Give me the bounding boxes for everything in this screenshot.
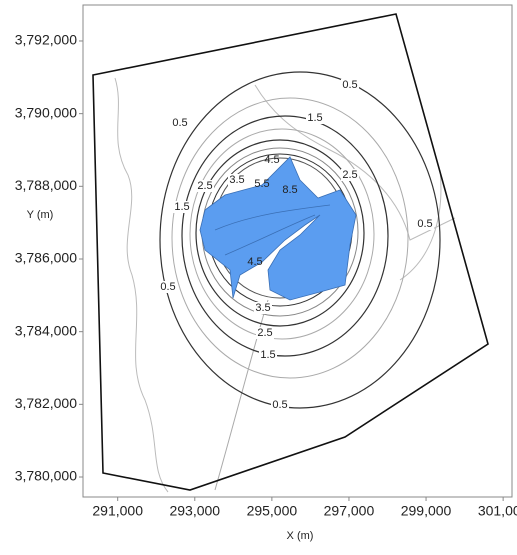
y-tick-label: 3,792,000 [15,32,77,48]
x-tick-label: 299,000 [401,503,452,519]
contour-label: 8.5 [282,184,297,196]
contour-label: 0.5 [172,117,187,129]
contour-label: 4.5 [247,256,262,268]
y-tick-label: 3,786,000 [15,250,77,266]
x-axis-title: X (m) [287,530,314,542]
x-tick-label: 291,000 [92,503,143,519]
y-axis-title: Y (m) [27,209,54,221]
contour-line [171,97,409,379]
contour-label: 2.5 [257,327,272,339]
contour-label-bg [228,174,246,186]
contour-label-bg [341,79,359,91]
background-lines [114,77,456,493]
contour-label: 0.5 [272,399,287,411]
contour-line [181,115,389,357]
contour-label: 2.5 [197,180,212,192]
contour-label: 4.5 [264,154,279,166]
contour-label: 5.5 [254,178,269,190]
boundary [92,13,489,491]
y-tick-label: 3,780,000 [15,468,77,484]
contour-label: 1.5 [307,112,322,124]
contour-line [195,139,365,327]
road [399,169,442,281]
y-tick-label: 3,790,000 [15,104,77,120]
contour-label: 3.5 [255,302,270,314]
contour-label-bg [159,281,177,293]
contour-label: 1.5 [260,349,275,361]
contour-label-bg [341,169,359,181]
y-tick-label: 3,784,000 [15,322,77,338]
x-tick-label: 301,000 [478,503,517,519]
contour-label: 0.5 [417,218,432,230]
contour-label-bg [196,180,214,192]
contour-label: 2.5 [342,169,357,181]
y-tick-label: 3,782,000 [15,395,77,411]
contour-line [159,71,441,409]
lake [199,156,357,301]
contour-label-bg [306,112,324,124]
contour-label: 1.5 [174,201,189,213]
contour-label-bg [173,201,191,213]
contour-label: 0.5 [342,79,357,91]
contour-label: 0.5 [160,281,175,293]
x-tick-label: 293,000 [169,503,220,519]
contour-label-bg [256,327,274,339]
contour-label-bg [254,302,272,314]
stream [114,77,169,493]
x-tick-label: 297,000 [324,503,375,519]
contour-label: 3.5 [229,174,244,186]
road [214,299,269,491]
contour-label-bg [271,399,289,411]
contour-label-bg [171,117,189,129]
contour-label-bg [416,218,434,230]
y-tick-label: 3,788,000 [15,177,77,193]
x-tick-label: 295,000 [247,503,298,519]
road [254,84,456,241]
contour-line [189,128,375,340]
lake-contour [214,204,331,256]
contour-label-bg [259,349,277,361]
